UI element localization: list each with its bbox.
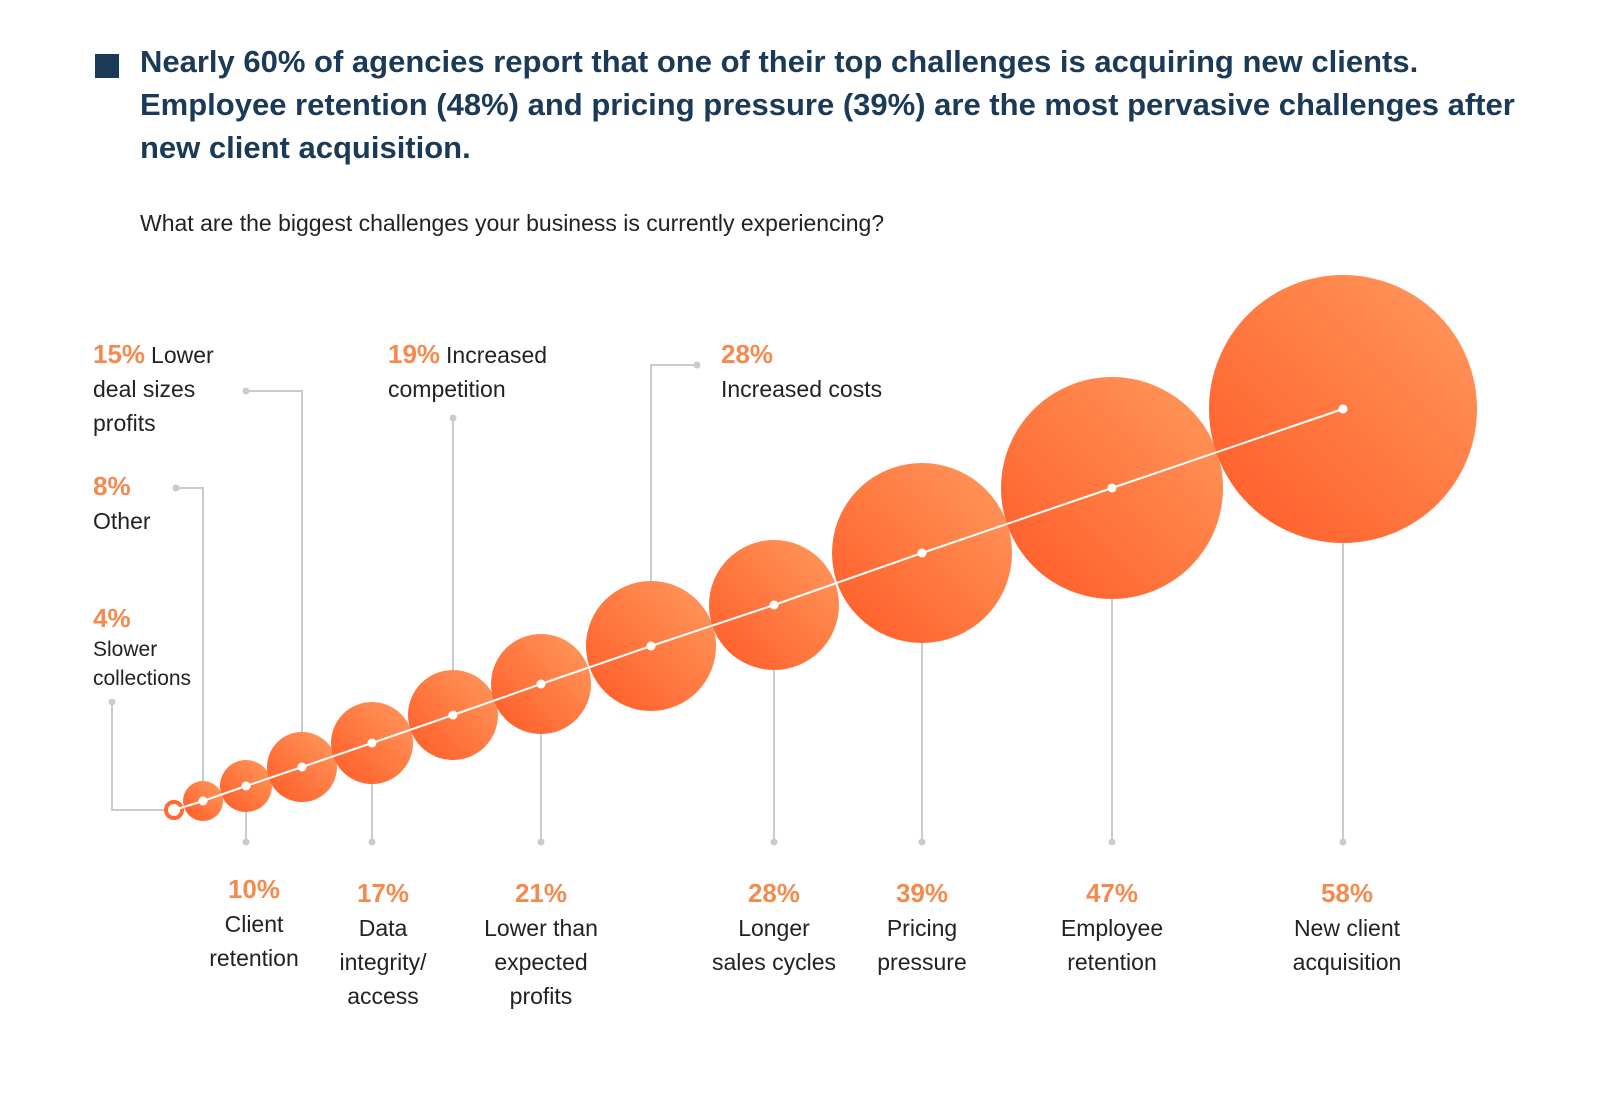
leader-end-dot-longer-sales-cycles	[770, 838, 778, 846]
data-label-data-integrity-access: 17% Data integrity/access	[340, 878, 428, 1009]
leader-end-dot-slower-collections	[108, 698, 116, 706]
chart-title: Nearly 60% of agencies report that one o…	[140, 44, 1515, 165]
center-dot-lower-than-expected-profits	[536, 679, 546, 689]
data-label-lower-deal-sizes-profits: 15% Lower deal sizes profits	[93, 339, 214, 436]
center-dot-longer-sales-cycles	[769, 600, 779, 610]
center-dot-increased-competition	[448, 710, 458, 720]
leader-line-lower-deal-sizes-profits	[246, 390, 303, 767]
leader-line-slower-collections	[111, 702, 174, 811]
trend-line	[173, 404, 1348, 811]
leader-end-dot-new-client-acquisition	[1339, 838, 1347, 846]
leader-end-dot-pricing-pressure	[918, 838, 926, 846]
bubbles	[164, 275, 1477, 821]
leader-line-other	[176, 487, 204, 801]
leader-end-dot-other	[172, 484, 180, 492]
data-label-lower-than-expected-profits: 21% Lower than expected profits	[484, 878, 598, 1009]
center-dot-lower-deal-sizes-profits	[297, 762, 307, 772]
data-label-increased-costs: 28% Increased costs	[721, 339, 882, 402]
survey-question: What are the biggest challenges your bus…	[140, 210, 885, 236]
leader-end-dot-client-retention	[242, 838, 250, 846]
data-label-employee-retention: 47% Employee retention	[1061, 878, 1163, 975]
center-dot-increased-costs	[646, 641, 656, 651]
center-dot-client-retention	[241, 781, 251, 791]
leader-end-dot-data-integrity-access	[368, 838, 376, 846]
center-dot-pricing-pressure	[917, 548, 927, 558]
data-label-longer-sales-cycles: 28% Longer sales cycles	[712, 878, 836, 975]
center-dot-employee-retention	[1107, 483, 1117, 493]
leader-end-dot-increased-competition	[449, 414, 457, 422]
data-label-pricing-pressure: 39% Pricing pressure	[877, 878, 966, 975]
leader-line-increased-costs	[650, 364, 697, 646]
trend-line-path	[173, 408, 1344, 811]
center-dot-data-integrity-access	[367, 738, 377, 748]
data-label-client-retention: 10% Client retention	[209, 874, 299, 971]
data-labels: 4% Slower collections 8% Other 10% Client reten…	[93, 339, 1401, 1009]
data-label-other: 8% Other	[93, 471, 151, 534]
center-dot-other	[198, 796, 208, 806]
leader-end-dot-employee-retention	[1108, 838, 1116, 846]
leader-end-dot-increased-costs	[693, 361, 701, 369]
data-label-increased-competition: 19% Increased competition	[388, 339, 547, 402]
center-dot-new-client-acquisition	[1338, 404, 1348, 414]
leader-end-dot-lower-than-expected-profits	[537, 838, 545, 846]
data-label-slower-collections: 4% Slower collections	[93, 603, 191, 690]
leader-end-dot-lower-deal-sizes-profits	[242, 387, 250, 395]
title-marker-square	[95, 54, 119, 78]
data-label-new-client-acquisition: 58% New client acquisition	[1293, 878, 1402, 975]
